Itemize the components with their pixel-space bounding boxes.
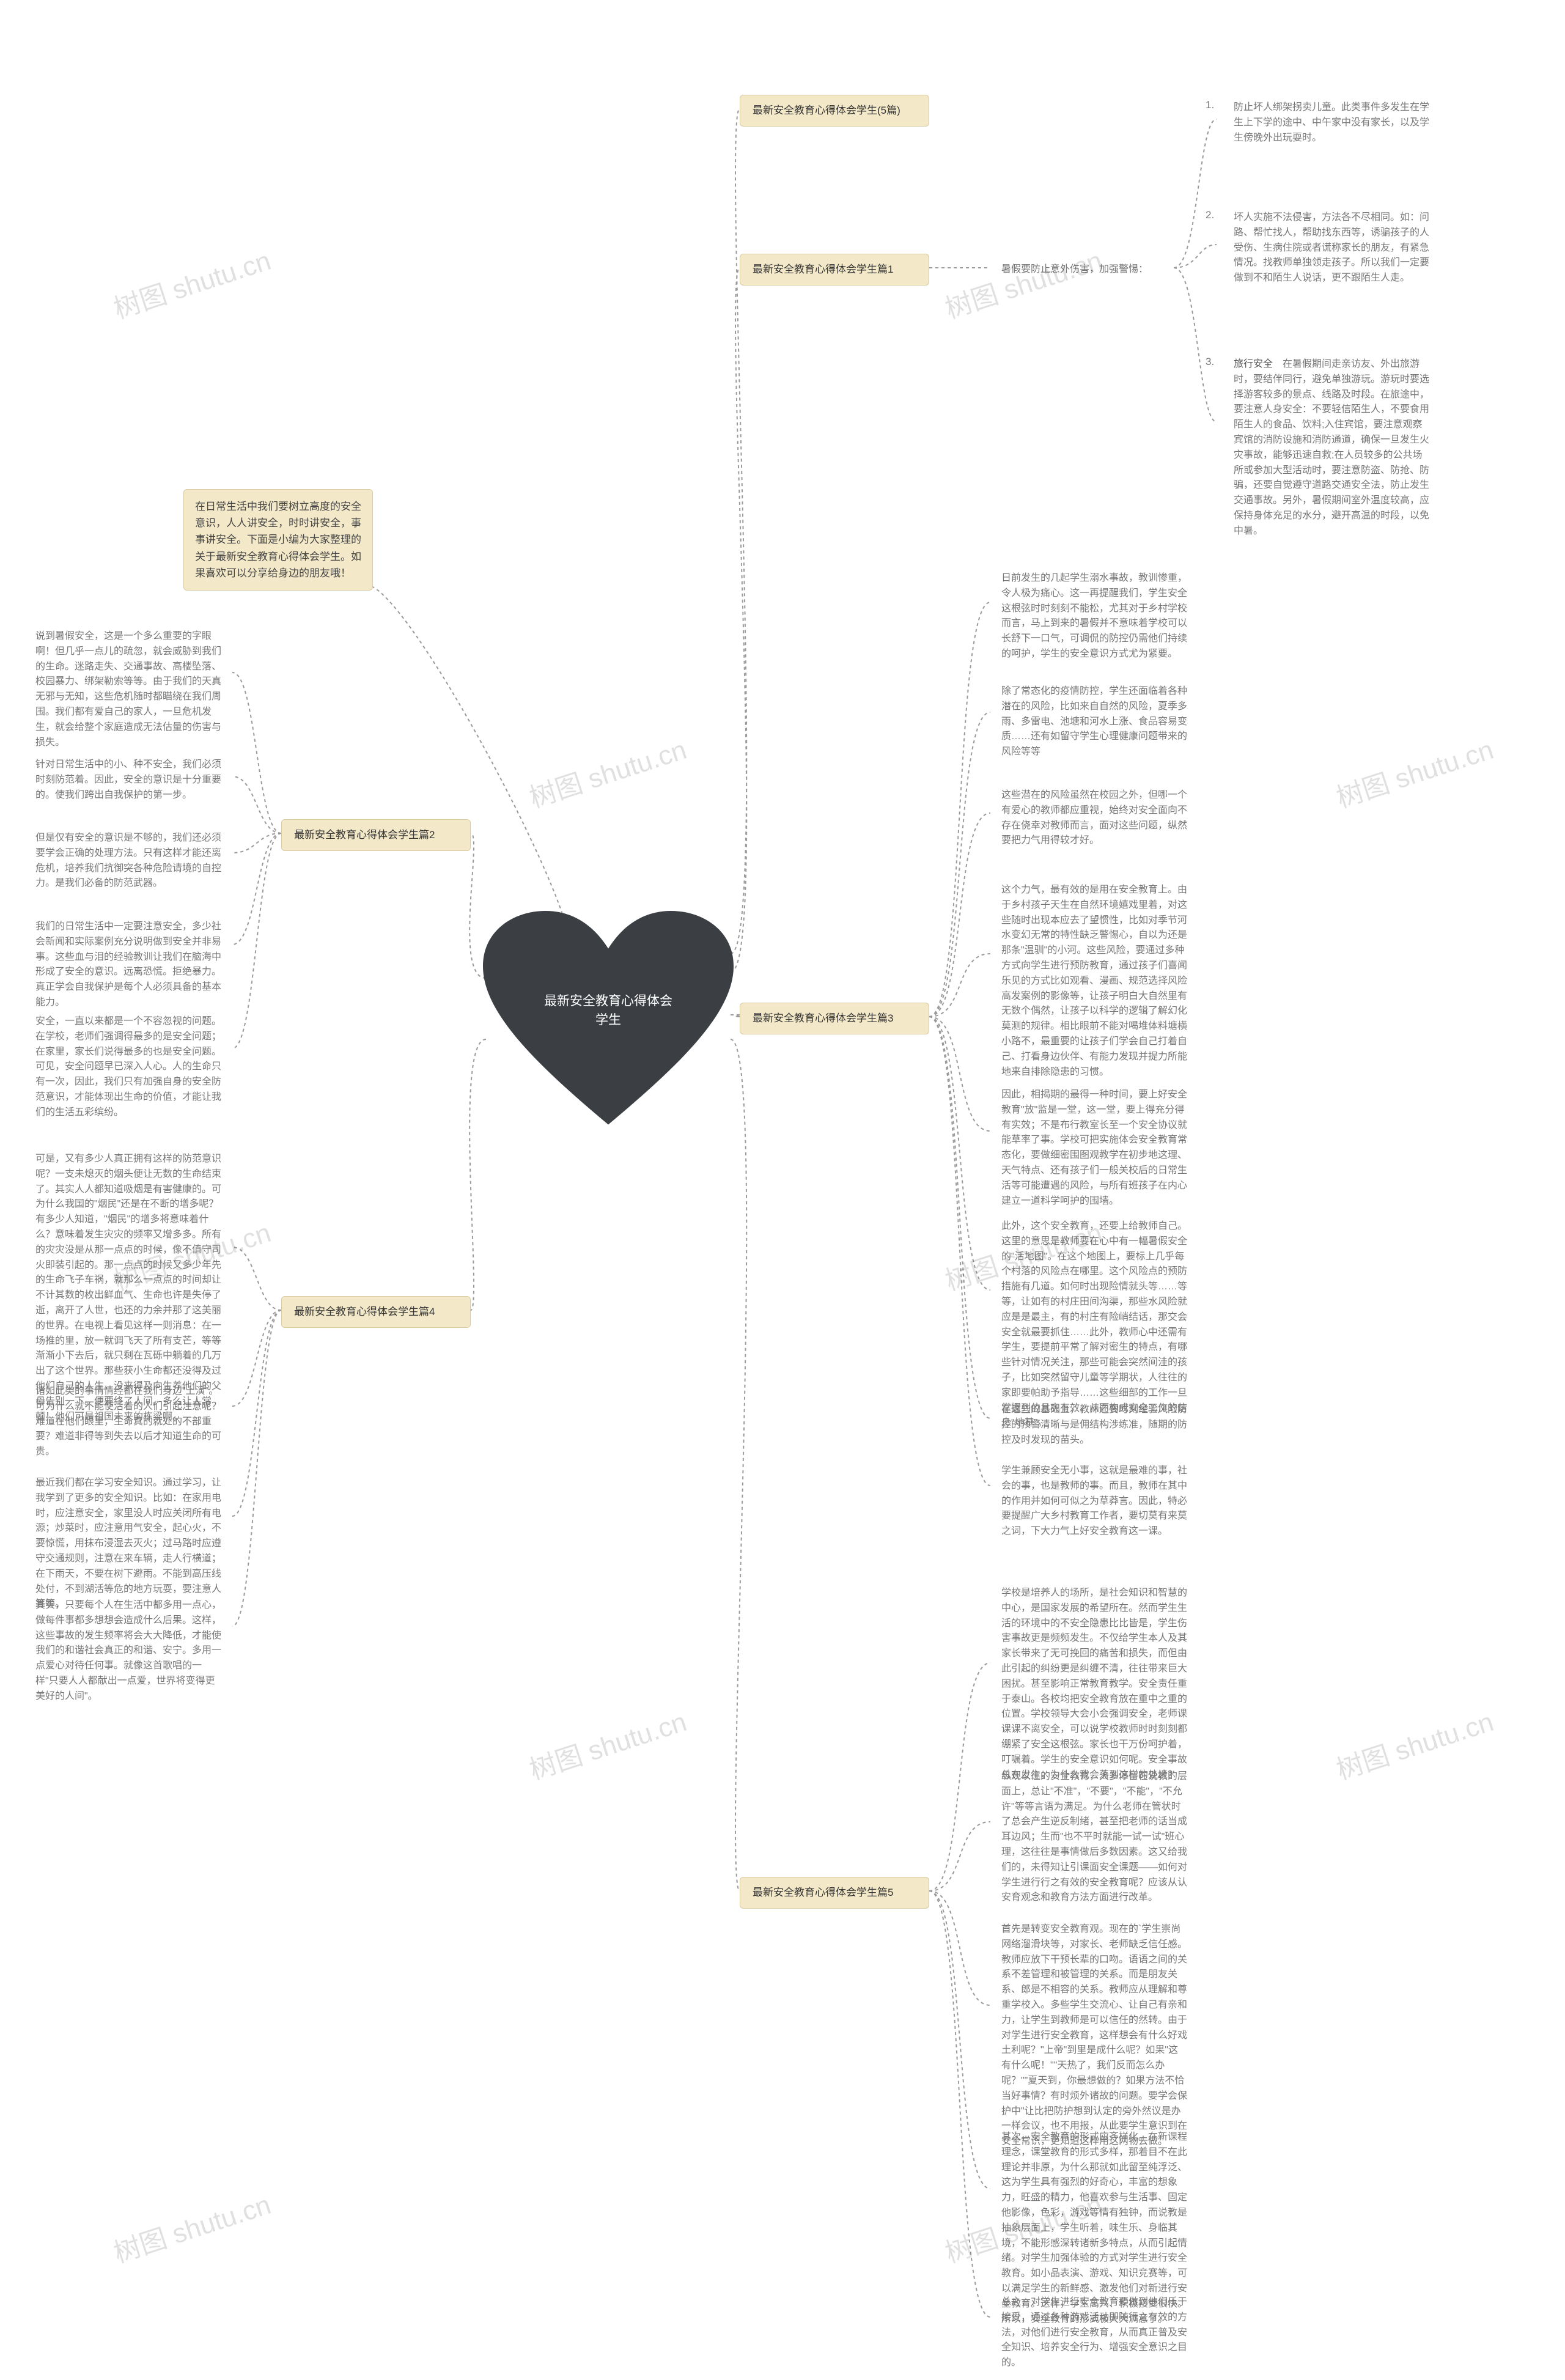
leaf-node: 纵观以往的安全教育，大多停留在说教的层面上，总让"不准"，"不要"，"不能"，"… — [990, 1761, 1198, 1914]
leaf-node: 学校是培养人的场所，是社会知识和智慧的中心，是国家发展的希望所在。然而学生生活的… — [990, 1577, 1198, 1791]
watermark: 树图 shutu.cn — [108, 2183, 275, 2270]
leaf-node: 防止坏人绑架拐卖儿童。此类事件多发生在学生上下学的途中、中午家中没有家长，以及学… — [1223, 92, 1443, 154]
topic-node: 最新安全教育心得体会学生篇1 — [740, 254, 929, 286]
topic-node: 最新安全教育心得体会学生(5篇) — [740, 95, 929, 127]
intro-text: 在日常生活中我们要树立高度的安全意识，人人讲安全，时时讲安全，事事讲安全。下面是… — [195, 501, 361, 579]
leaf-node: 除了常态化的疫情防控，学生还面临着各种潜在的风险，比如来自自然的风险，夏季多雨、… — [990, 676, 1198, 768]
leaf-node: 这个力气，最有效的是用在安全教育上。由于乡村孩子天生在自然环境嬉戏里着，对这些随… — [990, 874, 1198, 1088]
topic-node: 最新安全教育心得体会学生篇4 — [281, 1296, 471, 1328]
leaf-node: 旅行安全 在暑假期间走亲访友、外出旅游时，要结伴同行，避免单独游玩。游玩时要选择… — [1223, 348, 1443, 548]
leaf-node: 日前发生的几起学生溺水事故，教训惨重，令人极为痛心。这一再提醒我们，学生安全这根… — [990, 562, 1198, 671]
intro-box: 在日常生活中我们要树立高度的安全意识，人人讲安全，时时讲安全，事事讲安全。下面是… — [183, 489, 373, 591]
leaf-node: 针对日常生活中的小、种不安全，我们必须时刻防范着。因此，安全的意识是十分重要的。… — [24, 749, 232, 811]
leaf-node: 这些潜在的风险虽然在校园之外，但哪一个有爱心的教师都应重视，始终对安全面向不存在… — [990, 779, 1198, 857]
watermark: 树图 shutu.cn — [108, 238, 275, 326]
leaf-node: 但是仅有安全的意识是不够的，我们还必须要学会正确的处理方法。只有这样才能还离危机… — [24, 822, 232, 900]
watermark: 树图 shutu.cn — [1331, 728, 1498, 815]
topic-node: 最新安全教育心得体会学生篇5 — [740, 1877, 929, 1909]
leaf-node: 总之，对学生进行安全教育要做到他们乐于接受，通过各种游戏活动即随行之有效的方法，… — [990, 2286, 1198, 2379]
list-number: 1. — [1206, 99, 1214, 111]
mindmap-canvas: { "colors": { "background": "#ffffff", "… — [0, 0, 1565, 2380]
list-number: 2. — [1206, 209, 1214, 221]
center-node: 最新安全教育心得体会学生 — [483, 911, 734, 1137]
topic-node: 最新安全教育心得体会学生篇3 — [740, 1003, 929, 1034]
watermark: 树图 shutu.cn — [524, 728, 691, 815]
leaf-node: 安全，一直以来都是一个不容忽视的问题。在学校，老师们强调得最多的是安全问题；在家… — [24, 1006, 232, 1129]
list-number: 3. — [1206, 356, 1214, 368]
leaf-node: 暑假要防止意外伤害，加强警惕： — [990, 254, 1174, 286]
leaf-node: 学生兼顾安全无小事，这就是最难的事，社会的事，也是教师的事。而且，教师在其中的作… — [990, 1455, 1198, 1548]
topic-node: 最新安全教育心得体会学生篇2 — [281, 819, 471, 851]
leaf-node: 说到暑假安全，这是一个多么重要的字眼啊！但几乎一点儿的疏忽，就会威胁到我们的生命… — [24, 621, 232, 759]
leaf-node: 我们的日常生活中一定要注意安全，多少社会新闻和实际案例充分说明做到安全并非易事。… — [24, 911, 232, 1019]
leaf-node: 坏人实施不法侵害，方法各不尽相同。如：问路、帮忙找人，帮助找东西等，诱骗孩子的人… — [1223, 202, 1443, 295]
leaf-node: 诸如此类的事情情经都在我们身边"上演"。可为什么就不能使活着的人们引起注意呢？难… — [24, 1376, 232, 1468]
watermark: 树图 shutu.cn — [524, 1700, 691, 1787]
leaf-node: 因此，相揭期的最得一种时间，要上好安全教育"放"监是一堂，这一堂，要上得充分得有… — [990, 1079, 1198, 1217]
center-label: 最新安全教育心得体会学生 — [483, 992, 734, 1030]
leaf-node: 在这些的基础上，教师还要时刻经验风险防控的预警清晰与是佣结构涉练准，随期的防控及… — [990, 1394, 1198, 1456]
watermark: 树图 shutu.cn — [1331, 1700, 1498, 1787]
leaf-node: 其实，只要每个人在生活中都多用一点心，做每件事都多想想会造成什么后果。这样，这些… — [24, 1590, 232, 1713]
